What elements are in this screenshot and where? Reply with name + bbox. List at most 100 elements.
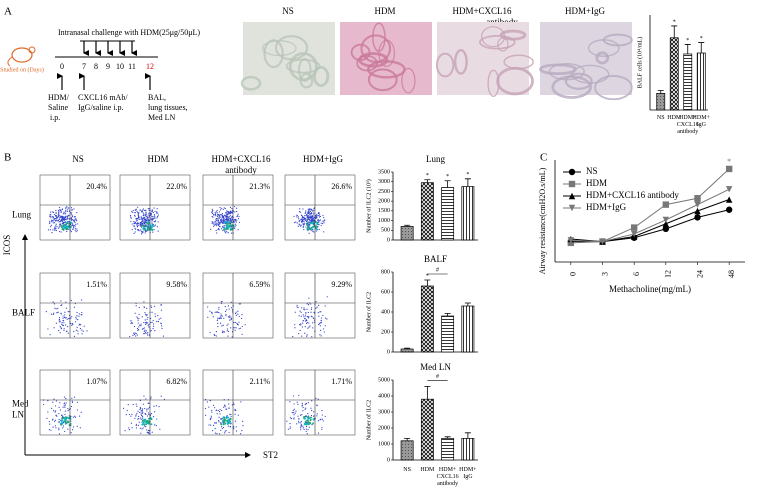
flow-event — [302, 406, 304, 409]
flow-event — [300, 219, 302, 221]
flow-event — [215, 229, 217, 232]
flow-event — [214, 311, 216, 313]
flow-event — [143, 213, 145, 215]
flow-event — [241, 314, 243, 316]
flow-event — [316, 404, 318, 406]
flow-event — [136, 224, 138, 226]
tissue-structure — [299, 72, 314, 89]
flow-event — [229, 413, 231, 415]
flow-density — [310, 222, 313, 225]
flow-event — [55, 209, 57, 212]
y-axis-label: BALF cells (10⁴/mL) — [636, 37, 643, 88]
flow-event — [219, 214, 222, 216]
y-tick-label: 600 — [381, 289, 390, 295]
flow-event — [303, 223, 305, 226]
flow-event — [62, 220, 64, 222]
flow-event — [319, 311, 321, 313]
flow-event — [311, 400, 313, 402]
micrograph-label: HDM+IgG — [565, 6, 606, 16]
flow-event — [145, 215, 147, 218]
flow-event — [124, 430, 126, 432]
flow-event — [151, 217, 153, 220]
flow-event — [219, 219, 222, 221]
flow-event — [230, 327, 232, 329]
flow-event — [128, 429, 131, 431]
flow-event — [143, 217, 145, 219]
flow-event — [319, 215, 322, 218]
flow-event — [293, 403, 295, 405]
flow-event — [148, 412, 150, 414]
flow-event — [71, 324, 73, 327]
flow-event — [144, 319, 146, 321]
flow-event — [214, 427, 216, 430]
flow-event — [234, 408, 236, 411]
x-tick-label: 0 — [569, 272, 578, 276]
flow-event — [58, 320, 60, 322]
flow-density — [61, 228, 64, 231]
flow-event — [70, 211, 72, 214]
flow-event — [315, 397, 317, 399]
tissue-structure — [479, 35, 516, 50]
flow-event — [61, 321, 63, 324]
flow-event — [231, 207, 233, 210]
flow-row-label: BALF — [12, 308, 35, 318]
flow-event — [318, 324, 320, 326]
series-line — [570, 188, 730, 243]
flow-event — [153, 220, 155, 223]
flow-event — [76, 326, 78, 329]
flow-event — [235, 314, 237, 316]
flow-event — [156, 418, 158, 420]
flow-event — [144, 323, 147, 325]
flow-event — [72, 416, 74, 418]
flow-event — [80, 324, 82, 326]
flow-event — [65, 307, 67, 309]
flow-event — [227, 232, 229, 234]
bar — [461, 186, 475, 241]
x-tick-label: 24 — [695, 270, 704, 278]
flow-event — [225, 215, 227, 217]
flow-density — [306, 224, 309, 227]
quadrant-percent: 1.51% — [86, 280, 107, 289]
x-tick-label: HDM+ IgG — [459, 467, 477, 480]
flow-event — [140, 231, 143, 233]
flow-event — [216, 319, 218, 322]
flow-event — [151, 222, 153, 225]
flow-event — [75, 329, 78, 331]
flow-event — [298, 220, 300, 223]
flow-event — [225, 315, 227, 317]
flow-event — [150, 306, 153, 309]
flow-event — [140, 323, 142, 325]
error-bar — [464, 302, 471, 306]
flow-event — [136, 219, 138, 221]
flow-event — [56, 217, 58, 220]
flow-event — [122, 407, 125, 409]
flow-event — [303, 228, 305, 231]
flow-event — [63, 211, 65, 213]
flow-event — [310, 303, 312, 305]
flow-event — [299, 329, 301, 332]
flow-event — [146, 314, 148, 316]
flow-event — [325, 317, 327, 319]
flow-event — [304, 325, 306, 328]
flow-event — [135, 415, 137, 417]
flow-event — [58, 433, 61, 435]
flow-event — [153, 229, 155, 231]
flow-event — [73, 220, 75, 222]
flow-event — [59, 326, 61, 328]
flow-event — [225, 408, 227, 410]
flow-event — [148, 216, 150, 218]
flow-event — [216, 212, 218, 214]
flow-event — [226, 215, 229, 217]
bar — [461, 438, 475, 461]
flow-event — [154, 313, 156, 315]
flow-event — [60, 210, 62, 212]
flow-event — [135, 305, 137, 307]
flow-event — [227, 316, 229, 318]
flow-event — [317, 312, 319, 314]
flow-event — [56, 226, 58, 228]
flow-event — [305, 407, 307, 409]
flow-event — [143, 209, 146, 212]
bar — [461, 305, 475, 353]
flow-event — [306, 321, 308, 324]
flow-event — [303, 221, 305, 223]
